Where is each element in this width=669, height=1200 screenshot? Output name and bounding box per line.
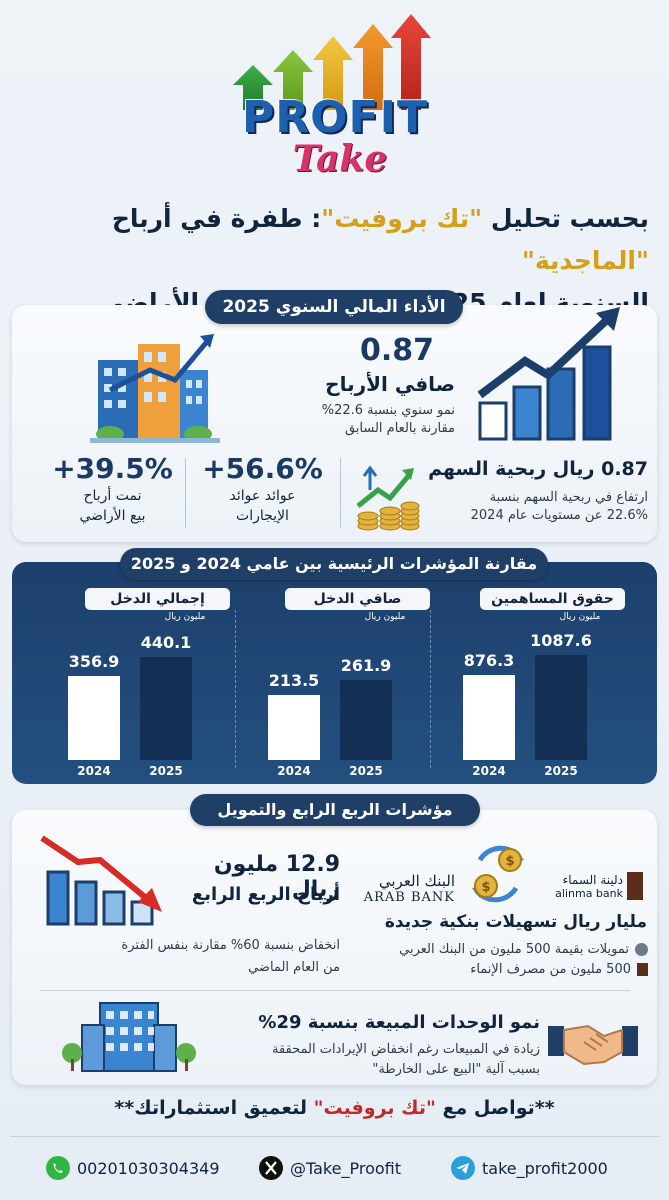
bar-year-label: 2025 (149, 764, 183, 778)
land-label-2: بيع الأراضي (79, 508, 146, 524)
arab-bank-name-ar: البنك العربي (378, 872, 455, 890)
bar-2025 (535, 655, 587, 760)
net-profit-growth: نمو سنوي بنسبة 22.6% (321, 403, 455, 418)
chart-title: إجمالي الدخل (85, 588, 230, 610)
telegram-contact[interactable]: take_profit2000 (450, 1155, 608, 1181)
bar-year-label: 2025 (544, 764, 578, 778)
facility-1: تمويلات بقيمة 500 مليون من البنك العربي (340, 942, 648, 957)
chart-title: صافي الدخل (285, 588, 430, 610)
net-profit-label: صافي الأرباح (325, 372, 455, 396)
bar-value-label: 876.3 (463, 651, 515, 670)
svg-text:$: $ (505, 854, 514, 869)
rent-growth-value: +56.6% (202, 452, 323, 485)
cta-part: لتعميق استثماراتك** (114, 1097, 314, 1119)
chart-unit: مليون ريال (559, 612, 601, 622)
profit-take-logo: PROFIT Take (205, 10, 465, 190)
headline-part: : طفرة في أرباح (111, 204, 322, 233)
bar-2025 (140, 657, 192, 760)
divider (430, 610, 431, 768)
divider (185, 458, 186, 528)
divider (10, 1136, 659, 1137)
bar-value-label: 440.1 (140, 633, 192, 652)
bar-2024 (268, 695, 320, 760)
units-desc-2: بسبب آلية "البيع على الخارطة" (372, 1062, 540, 1077)
bar-year-label: 2024 (472, 764, 506, 778)
divider (40, 990, 630, 991)
units-title: نمو الوحدات المبيعة بنسبة 29% (258, 1012, 540, 1033)
bar-value-label: 261.9 (340, 656, 392, 675)
comparison-title: مقارنة المؤشرات الرئيسية بين عامي 2024 و… (120, 548, 548, 580)
headline-part: بحسب تحليل (482, 204, 649, 233)
alinma-name-ar: دلينة السماء (562, 872, 623, 887)
net-profit-compare: مقارنة بالعام السابق (344, 421, 455, 436)
whatsapp-number: 00201030304349 (77, 1158, 220, 1178)
logo-take-text: Take (292, 138, 388, 180)
alinma-name-en: alinma bank (555, 886, 623, 900)
footer-cta: **تواصل مع "تك بروفيت" لتعميق استثماراتك… (10, 1097, 659, 1119)
facility-2: 500 مليون من مصرف الإنماء (340, 962, 648, 977)
bar-2024 (463, 675, 515, 760)
bar-value-label: 356.9 (68, 652, 120, 671)
x-contact[interactable]: @Take_Proofit (258, 1155, 401, 1181)
divider (235, 610, 236, 768)
q4-title: مؤشرات الربع الرابع والتمويل (190, 794, 480, 826)
whatsapp-icon (46, 1156, 70, 1180)
land-growth-value: +39.5% (52, 452, 173, 485)
headline-line-1: بحسب تحليل "تك بروفيت": طفرة في أرباح "ا… (20, 198, 649, 282)
arab-bank-name-en: ARAB BANK (363, 890, 455, 905)
rent-label-2: الإيجارات (236, 508, 289, 524)
q4-profit-value: 12.9 مليون ريال (213, 852, 340, 902)
facilities-title: مليار ريال تسهيلات بنكية جديدة (384, 912, 647, 932)
bar-year-label: 2024 (77, 764, 111, 778)
logo-arrows-icon (233, 14, 431, 110)
bar-2025 (340, 680, 392, 760)
bar-year-label: 2024 (277, 764, 311, 778)
building-growth-icon (90, 330, 220, 445)
arab-bank-small-icon (635, 943, 648, 956)
whatsapp-contact[interactable]: 00201030304349 (45, 1155, 220, 1181)
x-logo-icon (259, 1156, 283, 1180)
facility-1-text: تمويلات بقيمة 500 مليون من البنك العربي (399, 942, 629, 957)
logo-profit-text: PROFIT (242, 92, 428, 143)
chart-title: حقوق المساهمين (480, 588, 625, 610)
rent-label-1: عوائد عوائد (229, 488, 296, 504)
land-label-1: نمت أرباح (83, 488, 142, 504)
headline-brand: "تك بروفيت" (321, 204, 483, 233)
eps-value: 0.87 ريال ربحية السهم (428, 458, 648, 480)
alinma-bank-logo: دلينة السماء alinma bank (548, 872, 643, 900)
bar-value-label: 1087.6 (530, 631, 592, 650)
chart-unit: مليون ريال (364, 612, 406, 622)
coins-arrow-icon (348, 460, 420, 532)
units-desc-1: زيادة في المبيعات رغم انخفاض الإيرادات ا… (272, 1042, 540, 1057)
eps-desc-2: 22.6% عن مستويات عام 2024 (470, 508, 648, 523)
eps-desc-1: ارتفاع في ربحية السهم بنسبة (489, 490, 648, 505)
chart-unit: مليون ريال (164, 612, 206, 622)
x-handle: @Take_Proofit (290, 1158, 401, 1178)
decline-chart-icon (38, 832, 168, 927)
alinma-small-icon (637, 963, 648, 976)
net-profit-value: 0.87 (360, 333, 435, 368)
bar-2024 (68, 676, 120, 760)
growth-chart-icon (470, 305, 640, 445)
cta-part: **تواصل مع (435, 1097, 555, 1119)
q4-profit-desc-2: من العام الماضي (248, 960, 340, 975)
telegram-handle: take_profit2000 (482, 1158, 608, 1178)
divider (340, 458, 341, 528)
arab-bank-logo: البنك العربي ARAB BANK (355, 872, 455, 905)
bar-value-label: 213.5 (268, 671, 320, 690)
q4-profit-desc-1: انخفاض بنسبة 60% مقارنة بنفس الفترة (121, 938, 340, 953)
bar-year-label: 2025 (349, 764, 383, 778)
svg-text:$: $ (481, 880, 490, 895)
alinma-mark-icon (627, 872, 643, 900)
telegram-icon (451, 1156, 475, 1180)
cta-brand: "تك بروفيت" (313, 1097, 436, 1119)
currency-exchange-icon: $ $ (462, 838, 534, 910)
q4-profit-label: أرباح الربع الرابع (191, 884, 340, 905)
facility-2-text: 500 مليون من مصرف الإنماء (470, 962, 631, 977)
headline-company: "الماجدية" (521, 246, 649, 275)
handshake-icon (548, 1012, 638, 1072)
annual-performance-title: الأداء المالي السنوي 2025 (205, 290, 463, 324)
office-buildings-icon (62, 995, 197, 1075)
